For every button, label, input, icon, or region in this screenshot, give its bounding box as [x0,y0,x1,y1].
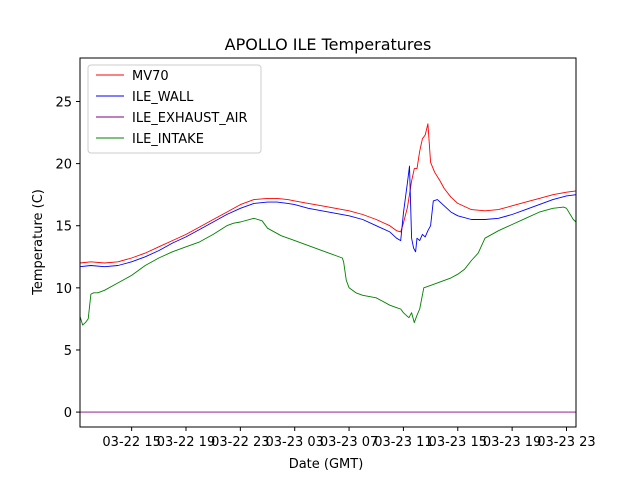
x-axis-label: Date (GMT) [289,457,364,472]
legend-label-ile-wall: ILE_WALL [132,90,194,105]
legend-label-ile-exhaust-air: ILE_EXHAUST_AIR [132,111,248,126]
series-line-mv70 [79,123,577,264]
legend-label-ile-intake: ILE_INTAKE [132,132,204,147]
y-tick-label: 15 [55,220,72,235]
legend-box [87,64,262,154]
series-line-ile-wall [79,165,577,268]
x-tick-label: 03-23 19 [483,435,541,450]
y-tick-label: 5 [64,344,72,359]
x-tick-label: 03-23 03 [265,435,323,450]
x-tick-label: 03-22 19 [157,435,215,450]
y-axis-label: Temperature (C) [31,189,46,296]
x-tick-label: 03-23 23 [537,435,595,450]
x-tick-label: 03-23 07 [320,435,378,450]
series-line-ile-intake [79,206,577,326]
y-tick-label: 20 [55,158,72,173]
series-group [79,123,577,413]
legend-label-mv70: MV70 [132,69,169,84]
x-tick-label: 03-23 15 [429,435,487,450]
x-tick-label: 03-23 11 [374,435,432,450]
plot-frame [79,57,577,428]
x-tick-label: 03-22 23 [211,435,269,450]
y-tick-label: 25 [55,95,72,110]
y-tick-label: 0 [64,406,72,421]
x-tick-label: 03-22 15 [102,435,160,450]
legend: MV70 ILE_WALL ILE_EXHAUST_AIR ILE_INTAKE [87,64,262,154]
y-tick-label: 10 [55,282,72,297]
chart-title: APOLLO ILE Temperatures [225,35,432,54]
